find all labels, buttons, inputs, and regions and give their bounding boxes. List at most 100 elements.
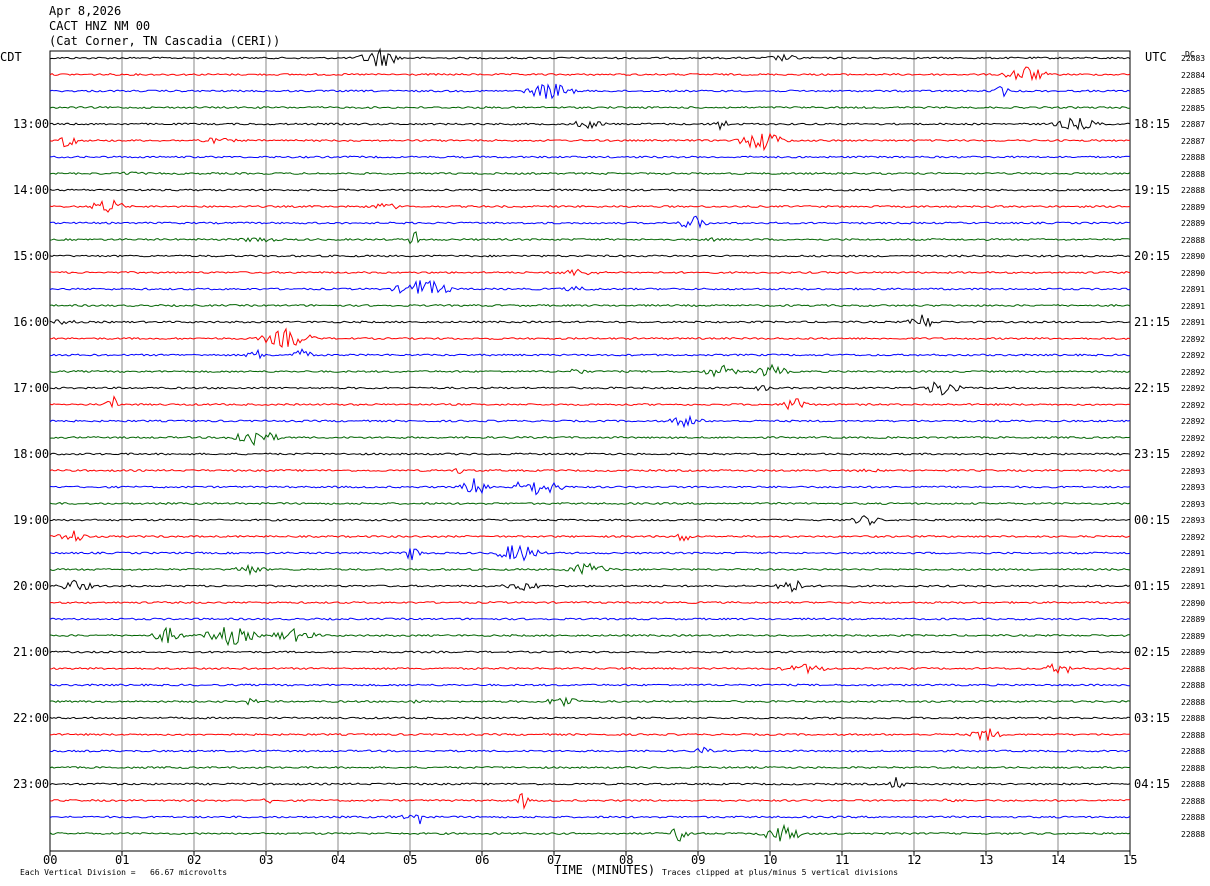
seismic-trace-48 xyxy=(49,823,1131,842)
dc-offset-value: 22891 xyxy=(1181,565,1206,575)
dc-offset-value: 22892 xyxy=(1181,433,1206,443)
dc-offset-value: 22884 xyxy=(1181,70,1206,80)
station-code: CACT HNZ NM 00 xyxy=(49,19,151,33)
x-tick-label: 12 xyxy=(907,853,922,867)
seismic-trace-7 xyxy=(49,155,1130,159)
dc-offset-value: 22889 xyxy=(1181,219,1206,228)
dc-offset-value: 22888 xyxy=(1181,714,1206,723)
seismic-trace-33 xyxy=(49,579,1131,593)
dc-offset-value: 22889 xyxy=(1181,631,1206,641)
dc-offset-value: 22891 xyxy=(1181,301,1206,311)
x-axis-title: TIME (MINUTES) xyxy=(554,863,656,877)
seismic-trace-30 xyxy=(50,530,1131,542)
seismic-trace-26 xyxy=(49,468,1131,475)
left-time-label: 13:00 xyxy=(13,117,50,131)
seismic-trace-4 xyxy=(49,105,1131,110)
left-timezone-label: CDT xyxy=(0,50,22,64)
x-tick-label: 14 xyxy=(1051,853,1066,867)
right-time-label: 04:15 xyxy=(1134,777,1171,791)
dc-offset-value: 22892 xyxy=(1181,351,1206,360)
left-time-label: 22:00 xyxy=(13,711,50,725)
x-tick-label: 08 xyxy=(619,853,634,867)
right-time-label: 20:15 xyxy=(1134,249,1171,263)
left-time-label: 18:00 xyxy=(13,447,50,461)
seismic-trace-24 xyxy=(49,431,1131,447)
seismic-trace-32 xyxy=(49,562,1131,576)
seismic-trace-44 xyxy=(49,765,1130,770)
seismic-trace-16 xyxy=(49,303,1131,308)
x-tick-label: 10 xyxy=(763,853,778,867)
x-tick-label: 13 xyxy=(979,853,994,867)
seismic-trace-20 xyxy=(49,363,1131,378)
x-tick-label: 02 xyxy=(187,853,202,867)
x-tick-label: 15 xyxy=(1123,853,1138,867)
seismic-trace-47 xyxy=(49,814,1131,825)
seismic-trace-34 xyxy=(49,600,1131,605)
dc-offset-value: 22888 xyxy=(1181,796,1206,806)
left-time-label: 15:00 xyxy=(13,249,50,263)
left-time-label: 21:00 xyxy=(13,645,50,659)
dc-offset-value: 22888 xyxy=(1181,747,1206,756)
dc-offset-value: 22885 xyxy=(1181,103,1206,113)
dc-offset-value: 22893 xyxy=(1181,466,1206,476)
right-time-label: 22:15 xyxy=(1134,381,1171,395)
dc-offset-value: 22887 xyxy=(1181,136,1206,146)
x-tick-label: 03 xyxy=(259,853,274,867)
right-timezone-label: UTC xyxy=(1145,50,1167,64)
left-time-label: 19:00 xyxy=(13,513,50,527)
seismic-trace-37 xyxy=(49,650,1131,654)
dc-offset-value: 22891 xyxy=(1181,318,1206,327)
dc-offset-value: 22891 xyxy=(1181,285,1206,294)
seismic-trace-5 xyxy=(49,117,1131,132)
seismic-trace-45 xyxy=(49,777,1131,789)
dc-offset-value: 22888 xyxy=(1181,813,1206,822)
seismic-trace-42 xyxy=(49,728,1131,742)
seismic-trace-27 xyxy=(49,478,1131,496)
dc-offset-value: 22885 xyxy=(1181,87,1206,96)
right-time-label: 01:15 xyxy=(1134,579,1171,593)
dc-offset-value: 22888 xyxy=(1181,153,1206,162)
dc-offset-value: 22892 xyxy=(1181,532,1206,542)
right-time-label: 21:15 xyxy=(1134,315,1171,329)
dc-offset-value: 22891 xyxy=(1181,582,1206,591)
left-time-label: 14:00 xyxy=(13,183,50,197)
seismic-trace-3 xyxy=(49,83,1131,100)
seismic-trace-13 xyxy=(49,254,1131,258)
dc-offset-value: 22887 xyxy=(1181,120,1206,129)
x-tick-label: 07 xyxy=(547,853,562,867)
dc-offset-value: 22892 xyxy=(1181,450,1206,459)
right-time-label: 03:15 xyxy=(1134,711,1171,725)
seismic-trace-28 xyxy=(49,501,1131,506)
seismic-trace-25 xyxy=(49,452,1131,456)
right-time-label: 23:15 xyxy=(1134,447,1171,461)
dc-offset-value: 22883 xyxy=(1181,54,1206,63)
dc-offset-value: 22892 xyxy=(1181,334,1206,344)
x-tick-label: 01 xyxy=(115,853,130,867)
dc-offset-value: 22888 xyxy=(1181,681,1206,690)
dc-offset-value: 22890 xyxy=(1181,268,1206,278)
x-tick-label: 05 xyxy=(403,853,418,867)
scale-note: Each Vertical Division = 66.67 microvolt… xyxy=(20,868,228,877)
left-time-label: 20:00 xyxy=(13,579,50,593)
x-tick-label: 00 xyxy=(43,853,58,867)
seismic-trace-39 xyxy=(49,683,1130,687)
seismic-trace-46 xyxy=(49,792,1131,810)
seismic-trace-19 xyxy=(49,348,1131,360)
dc-offset-value: 22888 xyxy=(1181,697,1206,707)
seismic-trace-43 xyxy=(49,746,1131,754)
seismic-trace-35 xyxy=(49,617,1131,621)
seismic-trace-11 xyxy=(49,215,1131,229)
seismic-trace-40 xyxy=(49,696,1131,708)
plot-frame xyxy=(49,50,1131,852)
dc-offset-value: 22892 xyxy=(1181,400,1206,410)
seismic-trace-36 xyxy=(49,626,1131,647)
dc-offset-value: 22891 xyxy=(1181,549,1206,558)
seismic-trace-8 xyxy=(49,171,1131,176)
right-time-label: 19:15 xyxy=(1134,183,1171,197)
dc-offset-value: 22888 xyxy=(1181,730,1206,740)
station-location: (Cat Corner, TN Cascadia (CERI)) xyxy=(49,34,281,48)
right-time-label: 00:15 xyxy=(1134,513,1171,527)
seismic-trace-12 xyxy=(49,231,1131,245)
dc-offset-value: 22889 xyxy=(1181,648,1206,657)
